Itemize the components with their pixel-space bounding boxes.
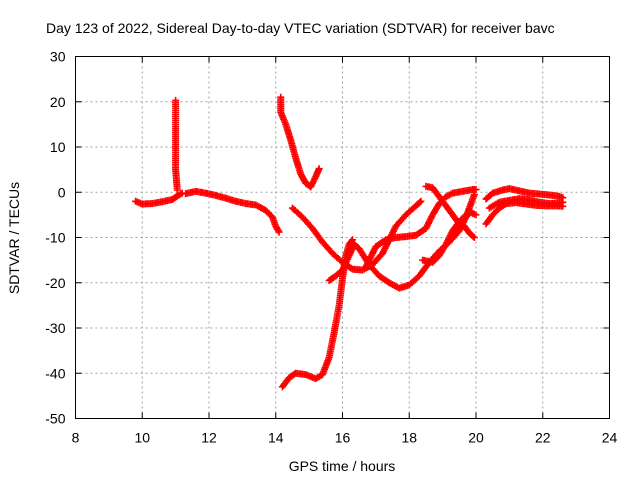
x-tick-label: 16 [335,430,351,446]
data-point [469,232,477,240]
series-trace-j [422,182,478,241]
x-tick-label: 14 [268,430,284,446]
x-tick-label: 24 [602,430,618,446]
data-point [315,165,323,173]
grid [75,56,610,419]
y-axis-label: SDTVAR / TECUs [6,182,22,294]
x-tick-label: 12 [201,430,217,446]
data-point [416,198,424,206]
y-tick-label: -50 [45,411,65,427]
data-point [274,227,282,235]
x-tick-label: 22 [535,430,551,446]
data-point [472,186,480,194]
series-trace-d [277,93,323,191]
y-tick-label: -20 [45,275,65,291]
x-tick-label: 10 [134,430,150,446]
x-tick-label: 18 [401,430,417,446]
y-tick-label: -40 [45,365,65,381]
data-point [472,211,480,219]
y-tick-label: 20 [50,94,66,110]
data-point [173,186,181,194]
y-tick-label: -10 [45,230,65,246]
series-trace-c [182,187,283,236]
data-point [470,234,478,241]
series-trace-l [482,185,567,203]
y-tick-label: 30 [50,49,66,65]
data-series [132,93,567,391]
series-trace-m [485,195,567,212]
y-tick-label: 10 [50,139,66,155]
x-tick-label: 20 [468,430,484,446]
y-tick-label: -30 [45,320,65,336]
y-tick-label: 0 [58,184,66,200]
data-point [559,198,567,206]
data-point [417,197,425,205]
series-trace-a [132,189,186,208]
x-tick-label: 8 [72,430,80,446]
axis-ticks: 8 10 12 14 16 18 20 22 24 -50 -40 -30 -20 -10 0 10 20 30 [45,49,617,446]
series-trace-e [288,197,425,274]
data-point [275,228,283,236]
data-point [349,236,357,244]
chart-title: Day 123 of 2022, Sidereal Day-to-day VTE… [46,20,555,36]
x-axis-label: GPS time / hours [289,458,396,474]
series-trace-b [172,96,181,194]
